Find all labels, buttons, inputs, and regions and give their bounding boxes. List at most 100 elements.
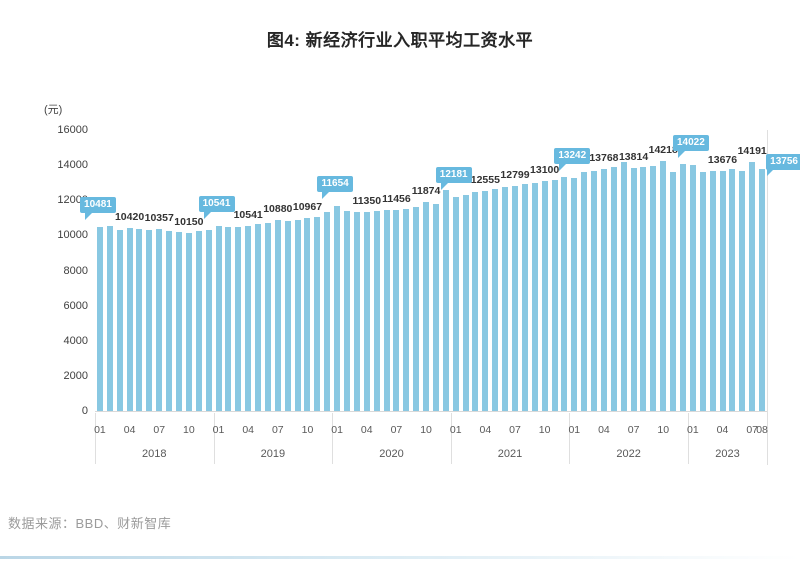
bar bbox=[294, 219, 301, 411]
x-tick-label: 07 bbox=[153, 424, 166, 436]
value-label: 14191 bbox=[737, 144, 767, 157]
bar bbox=[620, 162, 627, 411]
y-tick-label: 16000 bbox=[57, 124, 88, 136]
bar bbox=[176, 232, 182, 411]
bar bbox=[670, 172, 677, 411]
bar bbox=[462, 194, 469, 411]
bottom-divider bbox=[0, 556, 800, 559]
y-tick-label: 6000 bbox=[63, 299, 88, 312]
bar bbox=[739, 170, 746, 411]
bar bbox=[432, 204, 439, 411]
bar bbox=[709, 171, 716, 411]
bar bbox=[403, 208, 410, 411]
bar bbox=[324, 212, 331, 411]
x-tick-label: 10 bbox=[183, 424, 195, 436]
bar bbox=[195, 231, 202, 411]
x-tick-label: 04 bbox=[598, 424, 610, 436]
value-label: 11456 bbox=[382, 192, 411, 205]
bar bbox=[215, 225, 222, 411]
year-label: 2022 bbox=[616, 448, 641, 460]
value-callout: 10541 bbox=[198, 195, 235, 219]
callout-tail bbox=[322, 191, 331, 200]
year-label: 2018 bbox=[142, 448, 167, 460]
bar bbox=[334, 206, 341, 411]
value-label: 10541 bbox=[233, 208, 263, 221]
year-separator bbox=[451, 413, 452, 464]
bar bbox=[442, 190, 449, 411]
year-label: 2021 bbox=[497, 448, 523, 460]
bar bbox=[393, 209, 400, 411]
year-separator bbox=[569, 413, 570, 464]
bar bbox=[353, 212, 360, 411]
bar bbox=[521, 184, 528, 411]
chart-title: 图4: 新经济行业入职平均工资水平 bbox=[266, 31, 534, 50]
bar bbox=[363, 211, 370, 411]
value-label: 13676 bbox=[707, 153, 738, 166]
value-label: 13768 bbox=[589, 152, 619, 165]
bar bbox=[146, 229, 153, 411]
value-label: 13100 bbox=[530, 163, 560, 176]
callout-tail bbox=[677, 149, 686, 158]
bar bbox=[680, 164, 686, 411]
bar bbox=[274, 219, 281, 411]
x-tick-label: 10 bbox=[420, 424, 432, 436]
bar bbox=[166, 231, 173, 411]
y-axis-unit-label: (元) bbox=[44, 104, 63, 116]
bar bbox=[126, 227, 133, 411]
callout-tail bbox=[440, 182, 449, 191]
bar bbox=[205, 229, 212, 411]
value-label: 10357 bbox=[144, 212, 174, 225]
x-tick-label: 04 bbox=[716, 424, 729, 436]
year-label: 2023 bbox=[715, 448, 740, 460]
x-tick-label: 07 bbox=[627, 424, 640, 436]
bar bbox=[531, 182, 538, 411]
value-callout: 14022 bbox=[672, 134, 709, 158]
bar bbox=[630, 168, 637, 411]
bar bbox=[383, 210, 390, 411]
callout-tail bbox=[84, 211, 93, 220]
value-label: 10420 bbox=[114, 210, 145, 223]
bar bbox=[373, 210, 380, 411]
x-tick-label: 04 bbox=[479, 424, 492, 436]
y-tick-label: 10000 bbox=[57, 229, 88, 242]
y-tick-label: 14000 bbox=[57, 159, 88, 172]
x-tick-label: 04 bbox=[360, 424, 373, 436]
bar bbox=[284, 220, 291, 411]
x-tick-label: 01 bbox=[568, 424, 581, 436]
value-label: 11874 bbox=[411, 185, 441, 198]
bar bbox=[304, 218, 311, 411]
bar bbox=[551, 179, 558, 411]
bar bbox=[699, 172, 706, 411]
bar bbox=[472, 192, 479, 411]
bar bbox=[116, 230, 123, 411]
bar bbox=[344, 210, 350, 411]
x-tick-label: 04 bbox=[123, 424, 136, 436]
x-tick-label: 01 bbox=[449, 424, 462, 436]
x-tick-label: 01 bbox=[212, 424, 225, 436]
x-tick-label: 07 bbox=[746, 424, 759, 436]
callout-tail bbox=[203, 210, 212, 219]
x-tick-label: 01 bbox=[331, 424, 343, 436]
bar bbox=[719, 170, 726, 411]
bar bbox=[136, 228, 143, 411]
bar bbox=[452, 197, 459, 411]
value-callout: 11654 bbox=[317, 176, 354, 200]
year-separator bbox=[95, 413, 96, 464]
bar bbox=[749, 161, 756, 411]
bar bbox=[640, 167, 647, 411]
year-separator bbox=[332, 413, 333, 464]
bar bbox=[245, 225, 252, 411]
bar bbox=[561, 177, 568, 411]
bar bbox=[264, 222, 271, 411]
y-tick-label: 2000 bbox=[63, 369, 88, 382]
bar bbox=[235, 226, 242, 411]
year-label: 2019 bbox=[260, 448, 286, 460]
y-tick-label: 0 bbox=[81, 405, 88, 417]
value-callout: 10481 bbox=[79, 196, 116, 220]
value-label: 12799 bbox=[500, 169, 530, 182]
x-tick-label: 08 bbox=[756, 424, 768, 436]
value-label: 12555 bbox=[470, 173, 500, 186]
x-tick-label: 07 bbox=[271, 424, 284, 436]
bar bbox=[106, 226, 113, 411]
bar bbox=[541, 180, 548, 411]
